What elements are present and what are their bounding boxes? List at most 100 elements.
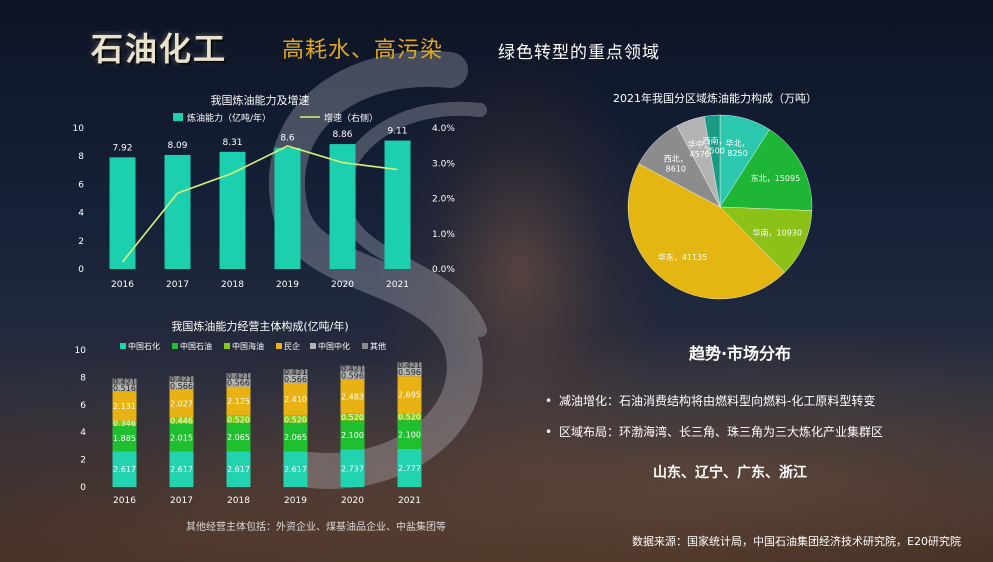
stack-segment: [340, 365, 365, 372]
capacity-bar-label: 8.86: [332, 130, 352, 140]
pie-slice-label: 8250: [727, 149, 747, 158]
segment-value-label: 0.596: [398, 368, 421, 377]
stack-segment: [226, 415, 251, 423]
x-tick-label: 2018: [221, 280, 244, 290]
legend-label: 中国石化: [128, 341, 160, 351]
segment-value-label: 0.421: [113, 377, 136, 386]
segment-value-label: 0.520: [227, 415, 250, 424]
segment-value-label: 0.566: [284, 375, 307, 384]
x-tick-label: 2020: [341, 496, 364, 506]
segment-value-label: 2.065: [227, 433, 250, 442]
legend-swatch: [224, 343, 230, 349]
segment-value-label: 2.695: [398, 391, 421, 400]
stack-segment: [283, 451, 308, 487]
stack-segment: [226, 373, 251, 379]
capacity-bar-label: 8.6: [280, 134, 295, 144]
legend-label: 中国海油: [232, 341, 264, 351]
legend-label-growth: 增速（右侧）: [324, 112, 378, 124]
stack-segment: [397, 376, 422, 414]
y-tick-label: 2: [80, 456, 86, 466]
legend-swatch: [310, 343, 316, 349]
x-tick-label: 2017: [166, 280, 189, 290]
capacity-bar: [329, 144, 356, 269]
stack-segment: [226, 451, 251, 487]
pie-slice-label: 东北，15095: [751, 173, 800, 183]
x-tick-label: 2019: [276, 280, 299, 290]
segment-value-label: 2.617: [170, 465, 193, 474]
y-tick-label-right: 2.0%: [432, 195, 455, 205]
stack-segment: [340, 379, 365, 414]
stack-segment: [397, 420, 422, 449]
segment-value-label: 2.125: [227, 397, 250, 406]
stack-segment: [112, 384, 137, 392]
pie-slice-label: 西南，: [703, 136, 727, 146]
slide-subtitle: 绿色转型的重点领域: [498, 43, 660, 63]
background-clouds: [0, 300, 993, 562]
y-tick-label: 8: [80, 373, 86, 383]
legend-swatch: [362, 343, 368, 349]
legend-label-capacity: 炼油能力（亿吨/年）: [187, 112, 271, 124]
stack-segment: [283, 369, 308, 375]
stack-segment: [112, 451, 137, 487]
segment-value-label: 2.483: [341, 393, 364, 402]
segment-value-label: 0.421: [227, 372, 250, 381]
stack-segment: [283, 422, 308, 452]
pie-slice-label: 西北，: [664, 155, 688, 164]
legend-swatch: [120, 343, 126, 349]
y-tick-label: 0: [80, 483, 86, 493]
segment-value-label: 2.015: [170, 433, 193, 442]
stack-segment: [112, 420, 137, 426]
stack-segment: [340, 413, 365, 421]
stack-segment: [397, 448, 422, 487]
y-tick-label-left: 6: [78, 180, 84, 190]
capacity-bar-label: 7.92: [112, 143, 132, 153]
operator-footnote: 其他经营主体包括：外资企业、煤基油品企业、中盐集团等: [186, 522, 446, 533]
segment-value-label: 2.065: [284, 433, 307, 442]
legend-label: 其他: [370, 341, 386, 351]
segment-value-label: 2.131: [113, 402, 136, 411]
segment-value-label: 0.446: [170, 416, 193, 425]
pie-slice-label: 华中，: [688, 139, 712, 149]
y-tick-label: 10: [75, 346, 87, 356]
segment-value-label: 0.596: [341, 372, 364, 381]
trends-heading: 趋势·市场分布: [688, 344, 792, 363]
stack-segment: [397, 362, 422, 368]
segment-value-label: 0.421: [398, 361, 421, 370]
segment-value-label: 0.566: [170, 382, 193, 391]
segment-value-label: 2.410: [284, 395, 307, 404]
y-tick-label: 6: [80, 401, 86, 411]
segment-value-label: 0.520: [398, 413, 421, 422]
segment-value-label: 2.027: [170, 400, 193, 409]
y-tick-label-right: 1.0%: [432, 230, 455, 240]
x-tick-label: 2019: [284, 496, 307, 506]
segment-value-label: 0.566: [227, 379, 250, 388]
legend-label: 中国中化: [318, 341, 350, 351]
segment-value-label: 2.100: [341, 431, 364, 440]
key-provinces: 山东、辽宁、广东、浙江: [653, 465, 807, 481]
data-source: 数据来源：国家统计局，中国石油集团经济技术研究院，E20研究院: [632, 535, 961, 548]
segment-value-label: 2.617: [113, 465, 136, 474]
stack-segment: [397, 367, 422, 377]
capacity-growth-chart: 炼油能力（亿吨/年） 增速（右侧） 0 2 4 6 8 10 0.0% 1.0% 2.0% 3.0% 4…: [73, 112, 456, 290]
slide-subtitle-accent: 高耗水、高污染: [282, 38, 444, 63]
segment-value-label: 2.617: [227, 465, 250, 474]
bullet-dot: •: [545, 394, 553, 408]
segment-value-label: 2.100: [398, 431, 421, 440]
segment-value-label: 2.737: [341, 464, 364, 473]
background-glow: [380, 60, 660, 480]
trend-bullet-text: 区域布局：环渤海湾、长三角、珠三角为三大炼化产业集群区: [559, 425, 884, 439]
x-tick-label: 2018: [227, 496, 250, 506]
segment-value-label: 2.617: [284, 465, 307, 474]
legend-label: 民企: [284, 341, 300, 351]
segment-value-label: 0.346: [113, 419, 136, 428]
region-pie-chart: 华北，8250 东北，15095 华南，10930 华东，41135 西北，8610 华中…: [627, 114, 813, 300]
x-tick-label: 2020: [331, 280, 354, 290]
stack-segment: [169, 389, 194, 418]
pie-slice: [627, 163, 785, 300]
capacity-bar: [164, 154, 191, 269]
capacity-chart-title: 我国炼油能力及增速: [210, 94, 310, 107]
stack-segment: [112, 378, 137, 385]
stack-segment: [226, 422, 251, 452]
y-tick-label: 4: [80, 428, 86, 438]
stack-segment: [340, 371, 365, 380]
